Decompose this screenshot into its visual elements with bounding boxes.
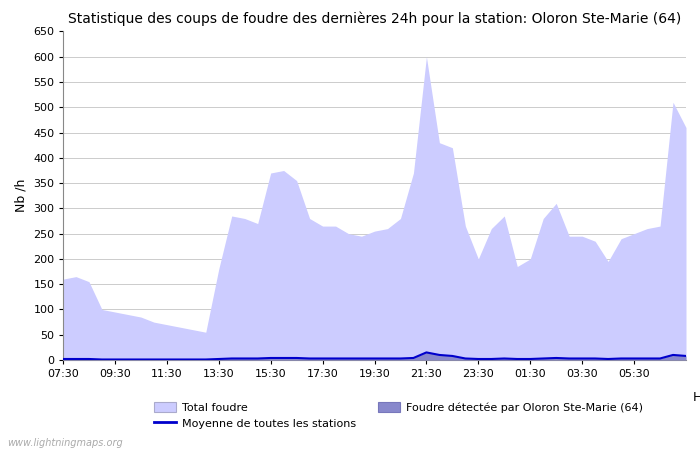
Title: Statistique des coups de foudre des dernières 24h pour la station: Oloron Ste-Ma: Statistique des coups de foudre des dern… (68, 12, 681, 26)
Legend: Total foudre, Moyenne de toutes les stations, Foudre détectée par Oloron Ste-Mar: Total foudre, Moyenne de toutes les stat… (150, 397, 648, 433)
Text: Heure: Heure (693, 391, 700, 404)
Y-axis label: Nb /h: Nb /h (15, 179, 28, 212)
Text: www.lightningmaps.org: www.lightningmaps.org (7, 438, 122, 448)
